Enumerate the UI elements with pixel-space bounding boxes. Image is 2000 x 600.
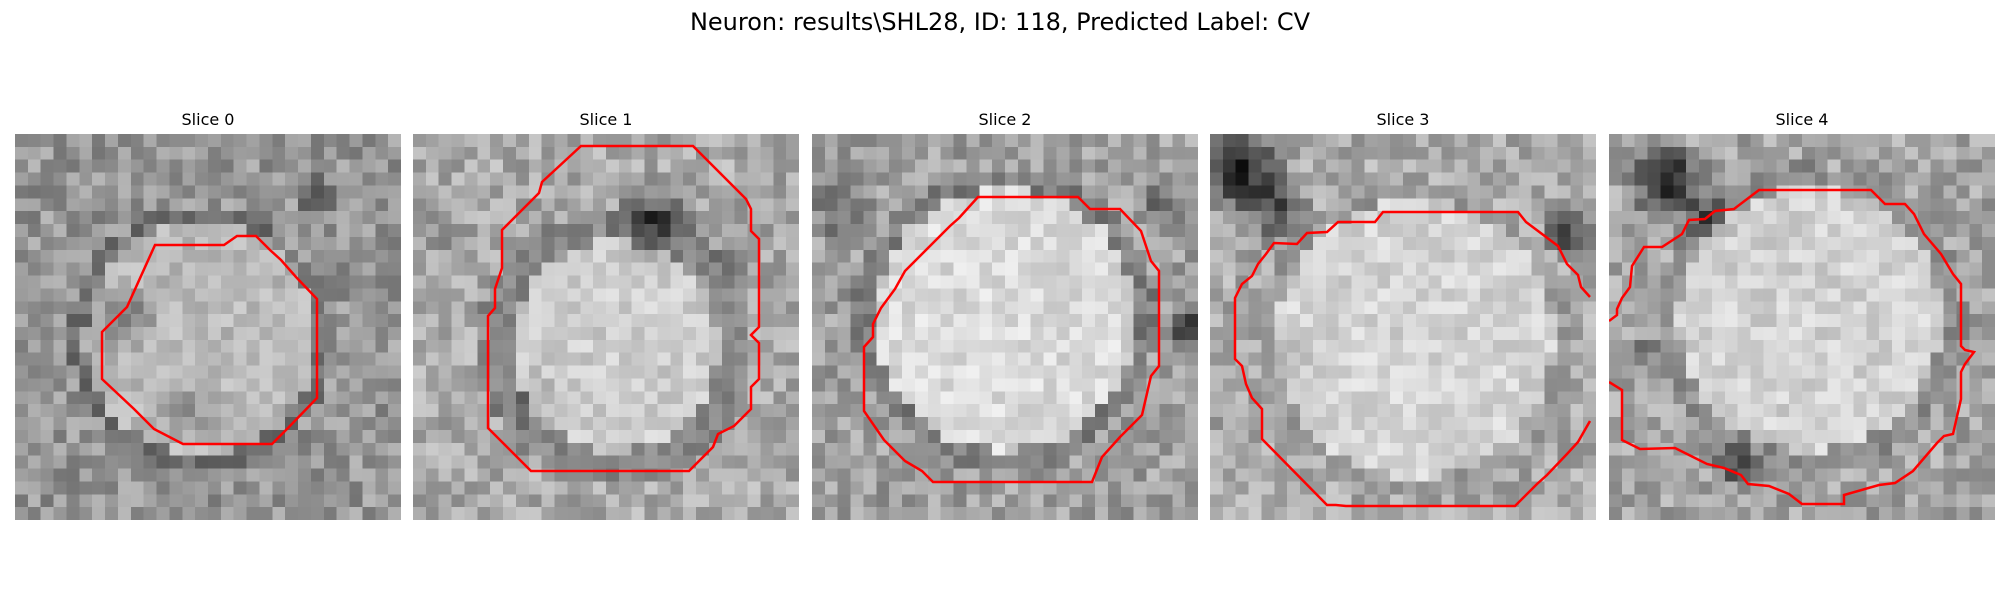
roi-contour-overlay bbox=[100, 234, 319, 446]
roi-contour bbox=[862, 195, 1161, 484]
slice-image bbox=[1609, 134, 1995, 520]
slice-panel: Slice 3 bbox=[1210, 108, 1596, 520]
slice-title: Slice 3 bbox=[1376, 110, 1430, 129]
slice-panel: Slice 4 bbox=[1609, 108, 1995, 520]
slice-panel: Slice 2 bbox=[812, 108, 1198, 520]
slice-title: Slice 0 bbox=[181, 110, 235, 129]
slice-title: Slice 1 bbox=[579, 110, 633, 129]
grayscale-micrograph bbox=[1609, 134, 1995, 520]
roi-contour-overlay bbox=[862, 195, 1161, 484]
slice-image bbox=[413, 134, 799, 520]
slice-image bbox=[15, 134, 401, 520]
grayscale-micrograph bbox=[413, 134, 799, 520]
grayscale-micrograph bbox=[1210, 134, 1596, 520]
roi-contour bbox=[1233, 210, 1592, 508]
grayscale-micrograph bbox=[15, 134, 401, 520]
roi-contour bbox=[100, 234, 319, 446]
slice-panel: Slice 1 bbox=[413, 108, 799, 520]
roi-contour bbox=[1609, 188, 1977, 506]
roi-contour-overlay bbox=[486, 144, 761, 473]
roi-contour-overlay bbox=[1609, 188, 1977, 506]
slice-title: Slice 4 bbox=[1775, 110, 1829, 129]
slice-panel: Slice 0 bbox=[15, 108, 401, 520]
roi-contour bbox=[486, 144, 761, 473]
roi-contour-overlay bbox=[1233, 210, 1592, 508]
grayscale-micrograph bbox=[812, 134, 1198, 520]
slice-image bbox=[812, 134, 1198, 520]
slice-image bbox=[1210, 134, 1596, 520]
figure-title: Neuron: results\SHL28, ID: 118, Predicte… bbox=[689, 8, 1311, 36]
slice-title: Slice 2 bbox=[978, 110, 1032, 129]
